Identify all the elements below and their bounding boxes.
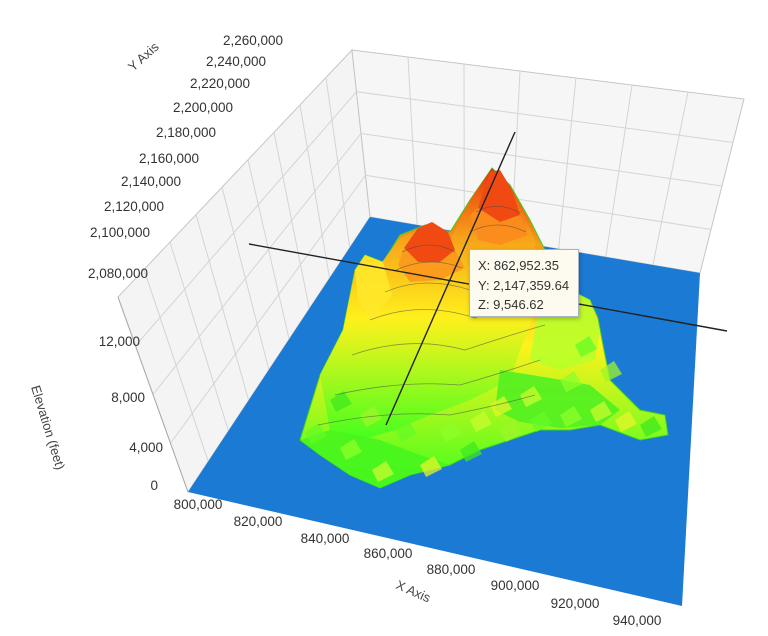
terrain-facet (340, 439, 362, 460)
x-tick-label: 800,000 (174, 497, 223, 512)
terrain-facet (640, 416, 662, 437)
grid-line (356, 91, 734, 143)
z-axis-ticks: 0 4,000 8,000 12,000 (99, 334, 163, 493)
z-tick-label: 8,000 (111, 390, 145, 405)
grid-line (605, 84, 633, 258)
terrain-facet (600, 361, 622, 382)
grid-line (170, 174, 366, 444)
y-tick-label: 2,260,000 (223, 33, 283, 48)
tooltip-y: Y: 2,147,359.64 (478, 277, 570, 293)
terrain-facet (395, 421, 417, 442)
z-tick-label: 0 (150, 478, 158, 493)
x-tick-label: 920,000 (551, 596, 600, 611)
grid-line (152, 133, 362, 395)
y-tick-label: 2,200,000 (173, 100, 233, 115)
grid-line (652, 91, 689, 266)
y-tick-label: 2,100,000 (90, 225, 150, 240)
y-axis-ticks: 2,080,000 2,100,000 2,120,000 2,140,000 2,16… (88, 33, 283, 281)
y-tick-label: 2,140,000 (121, 174, 181, 189)
y-tick-label: 2,180,000 (156, 125, 216, 140)
grid-line (558, 77, 577, 250)
x-tick-label: 880,000 (427, 562, 476, 577)
terrain-facet (305, 423, 327, 444)
x-tick-label: 820,000 (234, 514, 283, 529)
terrain-facet (590, 401, 612, 422)
x-tick-label: 840,000 (301, 531, 350, 546)
terrain-facet (490, 396, 512, 417)
grid-lines (135, 56, 734, 462)
z-axis-title: Elevation (feet) (28, 383, 68, 471)
terrain-facet (575, 336, 597, 357)
data-tooltip: X: 862,952.35 Y: 2,147,359.64 Z: 9,546.6… (469, 249, 579, 317)
terrain-facet (420, 456, 442, 477)
y-tick-label: 2,120,000 (104, 199, 164, 214)
grid-line (407, 56, 418, 226)
tooltip-x: X: 862,952.35 (478, 258, 559, 273)
x-axis-title: X Axis (394, 577, 434, 606)
grid-line (360, 133, 723, 187)
terrain-facet (372, 461, 394, 482)
grid-line (135, 91, 357, 347)
terrain-facet (560, 406, 582, 427)
tooltip-z: Z: 9,546.62 (478, 297, 544, 312)
x-tick-label: 940,000 (613, 613, 662, 628)
y-tick-label: 2,080,000 (88, 266, 148, 281)
terrain-facet (500, 421, 522, 442)
terrain-facet (460, 441, 482, 462)
y-axis-title: Y Axis (125, 39, 162, 74)
terrain-facet (330, 391, 352, 412)
terrain-facet (615, 411, 637, 432)
y-tick-label: 2,240,000 (206, 54, 266, 69)
z-axis-line (117, 296, 189, 493)
y-tick-label: 2,160,000 (139, 151, 199, 166)
grid-line (365, 174, 712, 230)
terrain-facet (560, 371, 582, 392)
terrain-facet (470, 411, 492, 432)
x-axis-ticks: 800,000 820,000 840,000 860,000 880,000 900,0… (174, 497, 662, 628)
terrain-facet (440, 421, 462, 442)
y-tick-label: 2,220,000 (190, 76, 250, 91)
z-tick-label: 4,000 (129, 440, 163, 455)
terrain-facet (530, 411, 552, 432)
x-tick-label: 860,000 (364, 546, 413, 561)
z-tick-label: 12,000 (99, 334, 140, 349)
x-tick-label: 900,000 (491, 578, 540, 593)
